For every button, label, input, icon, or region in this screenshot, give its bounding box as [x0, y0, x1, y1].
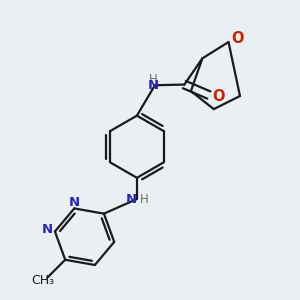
Text: N: N	[148, 80, 159, 92]
Text: CH₃: CH₃	[31, 274, 54, 287]
Text: O: O	[231, 31, 244, 46]
Text: H: H	[149, 73, 158, 86]
Text: O: O	[212, 89, 224, 104]
Text: N: N	[125, 193, 136, 206]
Text: N: N	[42, 223, 53, 236]
Text: N: N	[69, 196, 80, 209]
Text: H: H	[140, 193, 148, 206]
